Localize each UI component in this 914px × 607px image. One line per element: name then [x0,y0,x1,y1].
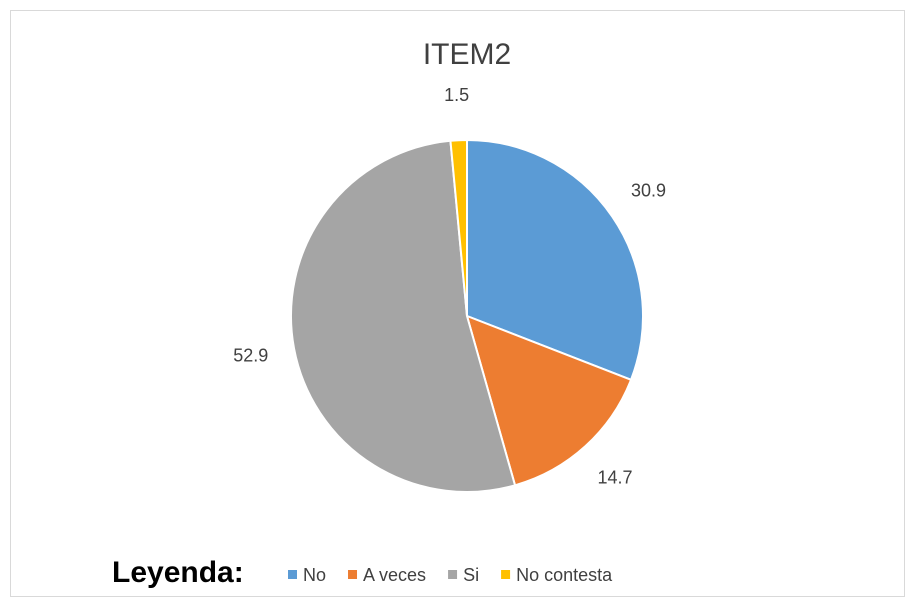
legend-label: No contesta [516,565,613,585]
legend-swatch [348,570,358,579]
data-label: 52.9 [233,345,268,365]
data-label: 14.7 [598,467,633,487]
legend-label: Si [463,565,479,585]
pie-slice [466,138,644,382]
legend-title: Leyenda: [112,556,244,589]
chart-title: ITEM2 [423,38,511,71]
legend-swatch [501,570,511,579]
pie-slice [290,139,517,493]
pie-slice [449,138,468,317]
data-label: 30.9 [631,181,666,201]
pie-slice [465,314,633,487]
legend-label: A veces [363,565,426,585]
legend-swatch [288,570,297,579]
legend-swatch [448,570,458,579]
data-label: 1.5 [444,85,469,105]
legend-label: No [303,565,326,585]
